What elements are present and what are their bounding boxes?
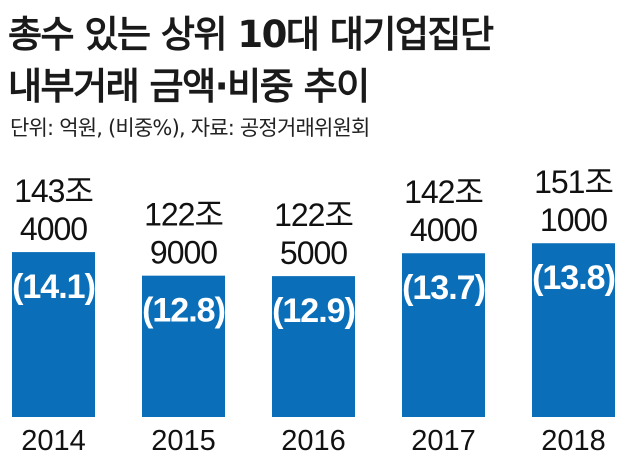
- value-label-2015-line1: 122조: [144, 197, 223, 233]
- chart-title-line1: 총수 있는 상위 10대 대기업집단: [8, 13, 494, 56]
- bar-2014: [12, 252, 95, 417]
- pct-label-2017: (13.7): [402, 269, 485, 307]
- pct-label-2015: (12.8): [142, 292, 225, 330]
- value-label-2016-line1: 122조: [274, 197, 353, 233]
- value-label-2014-line1: 143조: [14, 173, 93, 209]
- bar-2018: [532, 243, 615, 417]
- bar-2015: [142, 275, 225, 417]
- x-tick-2018: 2018: [541, 425, 606, 456]
- value-label-2017-line1: 142조: [404, 174, 483, 210]
- pct-label-2014: (14.1): [12, 268, 95, 306]
- x-tick-2016: 2016: [281, 425, 346, 456]
- bar-2016: [272, 276, 355, 417]
- value-label-2018-line1: 151조: [534, 164, 613, 200]
- value-label-2018-line2: 1000: [540, 202, 607, 238]
- x-tick-2017: 2017: [411, 425, 476, 456]
- chart-subtitle: 단위: 억원, (비중%), 자료: 공정거래위원회: [10, 116, 370, 140]
- chart-title-line2: 내부거래 금액·비중 추이: [8, 65, 370, 108]
- x-tick-2015: 2015: [151, 425, 216, 456]
- pct-label-2018: (13.8): [532, 259, 615, 297]
- value-label-2014-line2: 4000: [20, 211, 87, 247]
- x-tick-2014: 2014: [21, 425, 86, 456]
- value-label-2017-line2: 4000: [410, 212, 477, 248]
- value-label-2015-line2: 9000: [150, 235, 217, 271]
- bar-2017: [402, 253, 485, 417]
- value-label-2016-line2: 5000: [280, 235, 347, 271]
- pct-label-2016: (12.9): [272, 292, 355, 330]
